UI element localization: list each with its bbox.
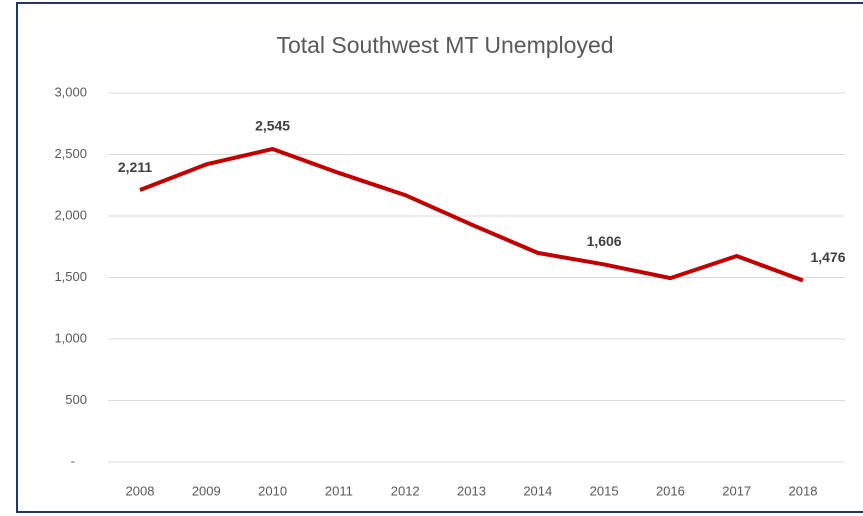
y-tick-label: 2,500: [54, 146, 87, 161]
frame: [16, 2, 863, 513]
x-tick-label: 2011: [325, 483, 353, 498]
x-tick-label: 2016: [656, 483, 685, 498]
x-tick-label: 2018: [789, 483, 818, 498]
data-label: 1,476: [810, 249, 845, 265]
x-tick-label: 2012: [391, 483, 420, 498]
y-tick-label: 2,000: [54, 207, 87, 222]
data-label: 2,211: [118, 159, 152, 175]
x-tick-label: 2017: [722, 483, 751, 498]
line-series: [139, 146, 804, 283]
y-tick-label: -: [71, 453, 75, 468]
x-tick-label: 2014: [523, 483, 552, 498]
y-tick-label: 3,000: [54, 84, 87, 99]
y-tick-label: 500: [65, 392, 87, 407]
x-tick-label: 2013: [457, 483, 486, 498]
y-tick-label: 1,000: [54, 330, 87, 345]
chart-title: Total Southwest MT Unemployed: [276, 32, 613, 58]
data-label: 1,606: [587, 233, 622, 249]
y-tick-label: 1,500: [54, 269, 87, 284]
data-label: 2,545: [255, 118, 290, 134]
x-tick-label: 2009: [192, 483, 221, 498]
x-tick-label: 2015: [590, 483, 619, 498]
x-tick-label: 2010: [258, 483, 287, 498]
x-tick-label: 2008: [126, 483, 155, 498]
